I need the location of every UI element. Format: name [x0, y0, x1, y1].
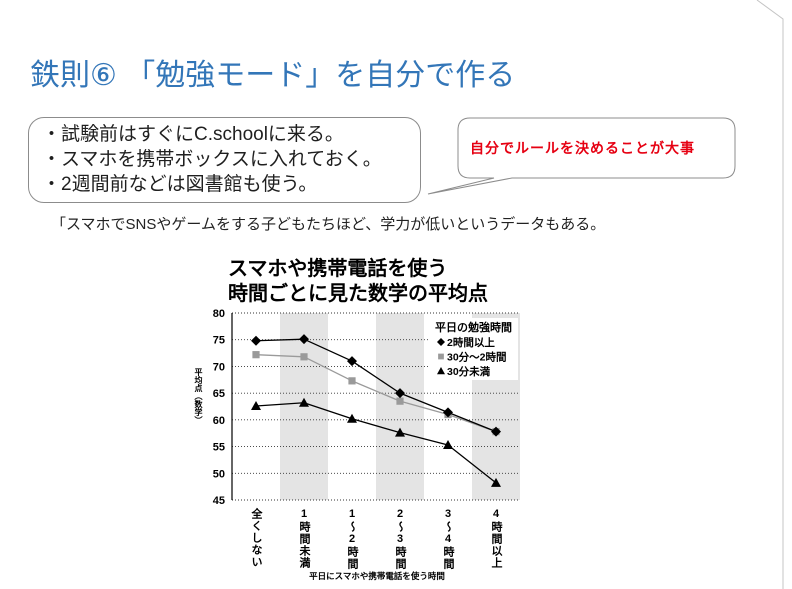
x-tick-label: 3〜4時間 — [442, 508, 454, 570]
chart-title-line: 時間ごとに見た数学の平均点 — [228, 283, 488, 305]
data-point — [299, 397, 309, 407]
y-tick-label: 60 — [213, 415, 225, 427]
rule-item: ・スマホを携帯ボックスに入れておく。 — [42, 149, 382, 170]
data-point — [395, 388, 405, 399]
y-tick-label: 45 — [213, 495, 225, 507]
x-axis-label: 平日にスマホや携帯電話を使う時間 — [309, 571, 445, 581]
callout-text: 自分でルールを決めることが大事 — [470, 140, 695, 156]
x-tick-label: 2〜3時間 — [394, 508, 406, 570]
y-tick-label: 70 — [213, 361, 225, 373]
slide-title: 鉄則⑥ 「勉強モード」を自分で作る — [30, 59, 516, 92]
data-point — [300, 353, 308, 361]
x-tick-label: 4時間以上 — [490, 508, 502, 569]
legend-title: 平日の勉強時間 — [435, 320, 512, 334]
chart: スマホや携帯電話を使う 時間ごとに見た数学の平均点 平均点（数学） 45 50 55… — [190, 250, 530, 586]
x-axis-tick-labels: 全くしない 1時間未満 1〜2時間 2〜3時間 3〜4時間 4時間以上 — [190, 250, 530, 586]
data-point — [347, 413, 357, 423]
y-tick-label: 50 — [213, 468, 225, 480]
slide-edge-line — [756, 0, 784, 589]
chart-title-line: スマホや携帯電話を使う — [228, 258, 448, 280]
y-tick-label: 75 — [213, 335, 225, 347]
data-point — [252, 351, 260, 359]
legend-marker — [437, 367, 445, 375]
data-point — [395, 427, 405, 437]
x-tick-label: 1〜2時間 — [346, 508, 358, 570]
data-point — [396, 397, 404, 405]
data-point — [443, 407, 453, 418]
x-tick-label: 1時間未満 — [298, 508, 310, 569]
legend-label: 2時間以上 — [447, 336, 495, 349]
rule-item: ・試験前はすぐにC.schoolに来る。 — [42, 124, 344, 145]
series-line — [255, 402, 497, 484]
category-band — [376, 313, 424, 500]
callout-bubble-shape — [427, 117, 736, 195]
data-point — [491, 477, 501, 487]
rule-item: ・2週間前などは図書館も使う。 — [42, 174, 318, 195]
legend-background — [430, 318, 518, 380]
series-1 — [251, 334, 501, 437]
y-tick-label: 80 — [213, 308, 225, 320]
legend-label: 30分〜2時間 — [447, 351, 507, 364]
chart-title: スマホや携帯電話を使う 時間ごとに見た数学の平均点 — [228, 257, 488, 307]
x-tick-label: 全くしない — [250, 508, 262, 568]
y-tick-label: 55 — [213, 442, 225, 454]
data-point — [348, 377, 356, 385]
data-point — [443, 439, 453, 449]
callout-bubble — [427, 117, 736, 195]
y-axis-label: 平均点（数学） — [194, 368, 203, 424]
data-point — [251, 335, 261, 346]
rules-box: ・試験前はすぐにC.schoolに来る。 ・スマホを携帯ボックスに入れておく。 … — [28, 117, 421, 203]
data-point — [299, 334, 309, 345]
data-note: 「スマホでSNSやゲームをする子どもたちほど、学力が低いというデータもある。 — [51, 216, 606, 233]
series-line — [255, 338, 497, 433]
legend-label: 30分未満 — [447, 365, 491, 378]
y-axis-tick-labels: 45 50 55 60 65 70 75 80 — [213, 308, 225, 507]
series-line — [255, 354, 497, 433]
data-point — [251, 400, 261, 410]
data-point — [491, 426, 501, 437]
legend-marker — [437, 338, 445, 346]
series-3 — [251, 397, 501, 487]
legend-marker — [438, 353, 444, 360]
data-point — [347, 356, 357, 367]
y-tick-label: 65 — [213, 388, 225, 400]
